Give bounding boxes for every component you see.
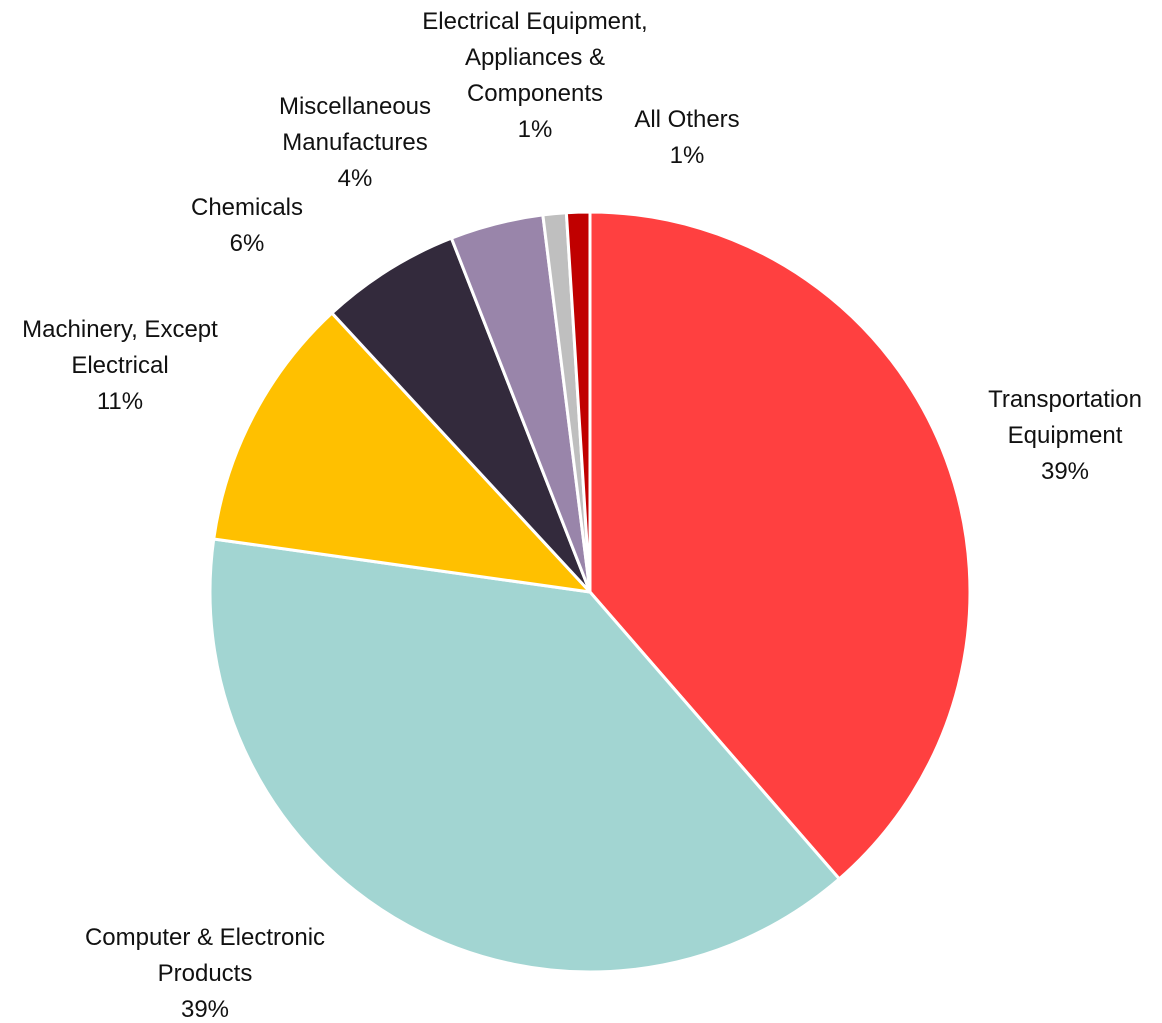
value-label: 1%: [517, 116, 553, 143]
slice-label: All Others 1%: [612, 102, 762, 174]
slice-label: Electrical Equipment, Appliances & Compo…: [410, 4, 660, 148]
category-label: Machinery, Except Electrical: [22, 316, 218, 379]
value-label: 39%: [180, 996, 230, 1023]
value-label: 6%: [229, 230, 265, 257]
category-label: Miscellaneous Manufactures: [278, 93, 432, 156]
category-label: All Others: [634, 106, 740, 133]
pie-slice: [564, 210, 592, 594]
slice-label: Transportation Equipment 39%: [970, 382, 1160, 490]
category-label: Computer & Electronic Products: [84, 924, 326, 987]
pie-slice: [212, 311, 592, 594]
pie-slice: [208, 537, 841, 974]
value-label: 11%: [96, 388, 144, 415]
value-label: 1%: [669, 142, 705, 169]
slice-label: Computer & Electronic Products 39%: [65, 920, 345, 1023]
slice-label: Miscellaneous Manufactures 4%: [265, 89, 445, 197]
value-label: 39%: [1040, 458, 1090, 485]
category-label: Transportation Equipment: [988, 386, 1142, 449]
pie-slice: [588, 210, 972, 881]
pie-slice: [330, 236, 592, 594]
category-label: Electrical Equipment, Appliances & Compo…: [422, 8, 648, 107]
value-label: 4%: [337, 165, 373, 192]
slice-label: Chemicals 6%: [172, 190, 322, 262]
slice-label: Machinery, Except Electrical 11%: [0, 312, 240, 420]
category-label: Chemicals: [190, 194, 304, 221]
